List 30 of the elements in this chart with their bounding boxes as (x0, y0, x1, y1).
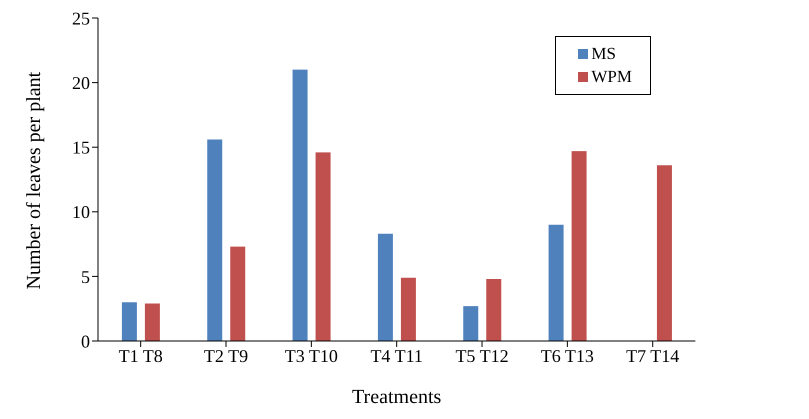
x-tick-label: T1 T8 (118, 346, 163, 366)
bar (463, 306, 478, 341)
bar (572, 151, 587, 341)
bar (207, 139, 222, 341)
y-tick-label: 10 (72, 202, 90, 222)
y-tick-label: 5 (81, 266, 90, 287)
y-tick-label: 15 (72, 138, 90, 158)
bar (230, 246, 246, 341)
bar (316, 152, 331, 341)
y-tick-label: 0 (81, 331, 90, 352)
y-axis-title: Number of leaves per plant (23, 71, 46, 290)
x-tick-label: T5 T12 (455, 346, 509, 366)
x-tick-label: T7 T14 (626, 346, 680, 366)
bar (400, 278, 416, 341)
x-tick-label: T4 T11 (370, 346, 423, 366)
bar (122, 302, 137, 341)
bar (486, 278, 502, 341)
y-tick-label: 20 (72, 72, 90, 93)
legend-label: MS (591, 44, 616, 64)
x-axis-title: Treatments (352, 386, 442, 408)
legend-label: WPM (591, 67, 632, 87)
x-tick-label: T2 T9 (204, 346, 248, 366)
bar (144, 304, 160, 341)
bar (378, 234, 393, 341)
y-tick-label: 25 (72, 8, 90, 28)
x-tick-label: T6 T13 (540, 346, 594, 366)
bar (292, 70, 308, 341)
bar (548, 224, 564, 341)
bar (656, 165, 672, 341)
x-tick-label: T3 T10 (284, 346, 338, 366)
